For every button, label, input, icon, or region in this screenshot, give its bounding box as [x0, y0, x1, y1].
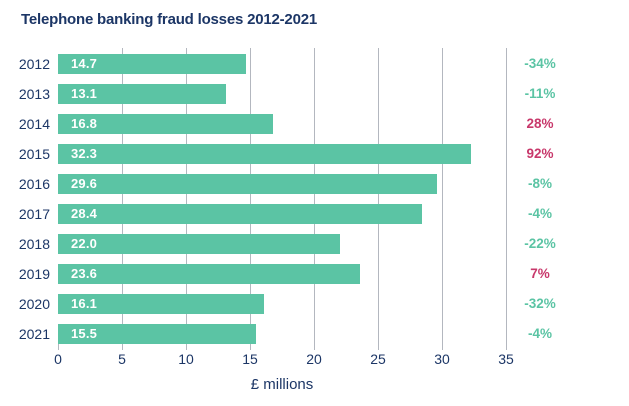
bar-2017: 28.4 — [58, 204, 422, 224]
x-axis-tick-label: 30 — [434, 351, 450, 367]
change-percent-label: -32% — [524, 296, 556, 311]
x-axis-tick-zero — [58, 344, 59, 350]
x-axis-title: £ millions — [250, 376, 314, 393]
year-label: 2020 — [18, 296, 50, 312]
x-axis-tick-label: 5 — [118, 351, 126, 367]
year-label: 2013 — [18, 86, 50, 102]
year-label: 2015 — [18, 146, 50, 162]
year-label: 2012 — [18, 56, 50, 72]
change-percent-label: 92% — [526, 146, 554, 161]
bar-value-label: 29.6 — [71, 176, 98, 191]
x-axis-tick-label: 20 — [306, 351, 322, 367]
bar-value-label: 14.7 — [71, 56, 98, 71]
change-percent-label: -11% — [524, 86, 556, 101]
bar-2016: 29.6 — [58, 174, 437, 194]
change-percent-label: -4% — [527, 326, 552, 341]
year-label: 2019 — [18, 266, 50, 282]
bar-value-label: 15.5 — [71, 326, 98, 341]
chart-title: Telephone banking fraud losses 2012-2021 — [21, 11, 317, 28]
bar-value-label: 22.0 — [71, 236, 98, 251]
bar-2019: 23.6 — [58, 264, 360, 284]
year-label: 2021 — [18, 326, 50, 342]
bar-value-label: 16.8 — [71, 116, 98, 131]
year-label: 2014 — [18, 116, 50, 132]
x-axis-tick-label: 0 — [54, 351, 62, 367]
gridline — [506, 48, 507, 350]
bar-2021: 15.5 — [58, 324, 256, 344]
bar-value-label: 16.1 — [71, 296, 98, 311]
bar-value-label: 23.6 — [71, 266, 98, 281]
plot-area: £ millions 2012 14.7 -34% 2013 13.1 -11% 2014 1… — [19, 48, 556, 393]
gridline — [378, 48, 379, 350]
bar-2018: 22.0 — [58, 234, 340, 254]
gridline — [250, 48, 251, 350]
change-percent-label: -34% — [524, 56, 556, 71]
bar-2014: 16.8 — [58, 114, 273, 134]
bar-2013: 13.1 — [58, 84, 226, 104]
gridline — [122, 48, 123, 350]
change-percent-label: -22% — [524, 236, 556, 251]
x-axis-tick-label: 35 — [498, 351, 514, 367]
bar-value-label: 32.3 — [71, 146, 98, 161]
x-axis-tick-label: 15 — [242, 351, 258, 367]
bar-value-label: 28.4 — [71, 206, 98, 221]
gridline — [314, 48, 315, 350]
x-axis-tick-label: 10 — [178, 351, 194, 367]
year-label: 2017 — [18, 206, 50, 222]
change-percent-label: -8% — [527, 176, 552, 191]
gridline — [186, 48, 187, 350]
gridline — [442, 48, 443, 350]
year-label: 2018 — [18, 236, 50, 252]
x-axis-tick-label: 25 — [370, 351, 386, 367]
change-percent-label: 7% — [530, 266, 550, 281]
bar-value-label: 13.1 — [71, 86, 98, 101]
bar-2020: 16.1 — [58, 294, 264, 314]
bar-2012: 14.7 — [58, 54, 246, 74]
change-percent-label: -4% — [527, 206, 552, 221]
change-percent-label: 28% — [526, 116, 554, 131]
year-label: 2016 — [18, 176, 50, 192]
bar-2015: 32.3 — [58, 144, 471, 164]
